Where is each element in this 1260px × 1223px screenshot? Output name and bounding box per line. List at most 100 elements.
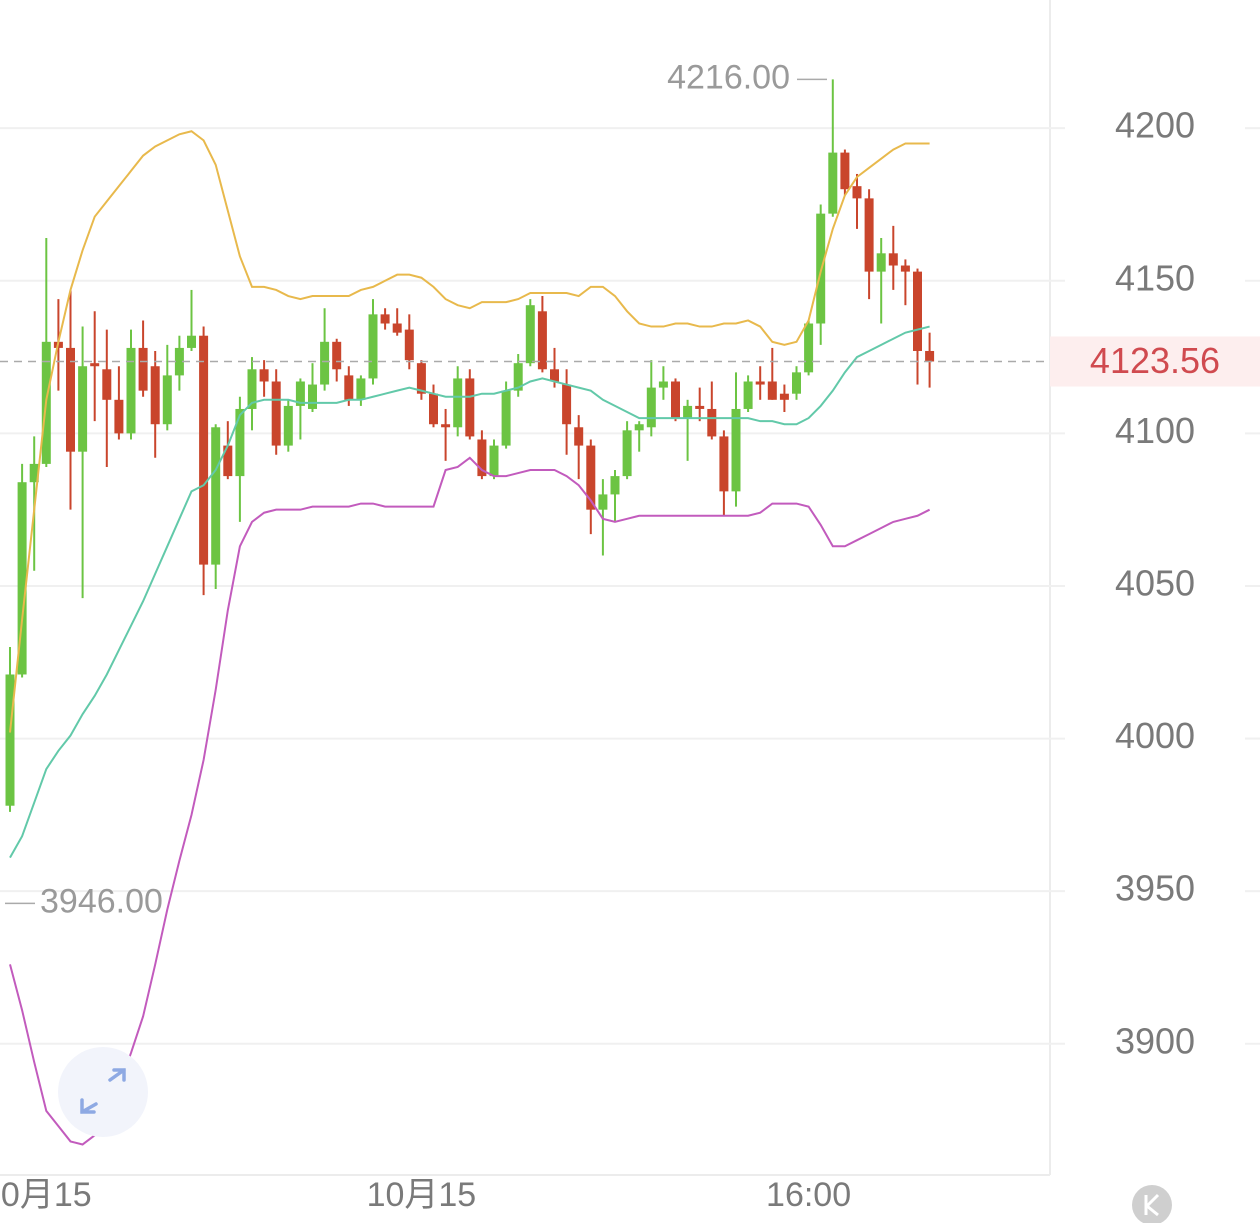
- candle-body: [429, 393, 438, 425]
- candle-body: [671, 381, 680, 419]
- candle-body: [537, 311, 547, 370]
- candle-body: [453, 378, 463, 428]
- candle-body: [332, 341, 342, 370]
- candle-body: [78, 366, 88, 452]
- candle-body: [17, 482, 27, 675]
- candle-body: [259, 369, 269, 382]
- candle-body: [441, 424, 451, 428]
- candle-body: [211, 427, 221, 565]
- band-line: [9, 456, 931, 1146]
- candle-body: [767, 381, 777, 400]
- candle-body: [247, 369, 257, 409]
- k-button-bg[interactable]: [1132, 1185, 1172, 1223]
- candle-body: [501, 390, 511, 446]
- zoom-icon[interactable]: [80, 1068, 126, 1114]
- candle-body: [646, 387, 656, 428]
- candle-body: [356, 378, 366, 400]
- candle-body: [5, 674, 15, 806]
- candle-body: [102, 369, 112, 400]
- y-tick-label: 4200: [1115, 105, 1195, 146]
- candle-body: [876, 253, 886, 272]
- x-tick-label: 10月15: [367, 1176, 477, 1214]
- candle-body: [235, 408, 245, 477]
- candle-body: [295, 381, 305, 406]
- x-tick-label: 0月15: [1, 1176, 92, 1214]
- candle-body: [368, 314, 378, 379]
- candle-body: [562, 384, 572, 425]
- candle-body: [888, 253, 898, 266]
- candle-body: [610, 476, 620, 495]
- zoom-button-bg[interactable]: [58, 1047, 148, 1137]
- y-tick-label: 4100: [1115, 410, 1195, 451]
- candle-body: [320, 341, 330, 385]
- y-tick-label: 4050: [1115, 562, 1195, 603]
- candle-body: [828, 152, 838, 214]
- candle-body: [187, 335, 196, 348]
- candle-body: [707, 408, 717, 437]
- candle-body: [513, 363, 523, 391]
- candle-body: [416, 363, 426, 394]
- candle-body: [574, 427, 584, 446]
- y-tick-label: 4150: [1115, 257, 1195, 298]
- candle-body: [223, 445, 233, 477]
- candle-body: [29, 463, 39, 483]
- candle-body: [695, 405, 705, 409]
- candle-body: [380, 314, 390, 324]
- candle-body: [755, 381, 765, 385]
- last-price-box: [1050, 336, 1260, 387]
- plot-area: [5, 79, 935, 1146]
- y-tick-label: 4000: [1115, 715, 1195, 756]
- candle-body: [852, 186, 862, 199]
- candle-body: [731, 408, 741, 492]
- candle-body: [66, 347, 75, 452]
- candle-body: [719, 436, 729, 492]
- candle-body: [150, 366, 160, 425]
- k-icon[interactable]: [1144, 1193, 1160, 1217]
- candle-body: [138, 347, 148, 391]
- candle-body: [900, 265, 910, 272]
- zoom-button[interactable]: [58, 1047, 148, 1137]
- candle-body: [743, 381, 753, 409]
- candle-body: [162, 375, 172, 425]
- candle-body: [465, 378, 475, 437]
- max-annotation-label: 4216.00: [667, 58, 790, 96]
- candle-body: [792, 372, 801, 394]
- candle-body: [840, 152, 850, 190]
- candle-body: [271, 381, 281, 446]
- candle-body: [550, 369, 559, 382]
- candle-body: [404, 329, 414, 361]
- candle-body: [489, 445, 499, 477]
- candle-body: [114, 399, 124, 434]
- candle-body: [683, 405, 693, 419]
- x-tick-label: 16:00: [766, 1176, 851, 1214]
- candle-body: [174, 347, 184, 376]
- candle-body: [622, 430, 632, 477]
- candle-body: [199, 335, 209, 565]
- candle-body: [477, 439, 487, 477]
- candle-body: [525, 305, 535, 364]
- candle-body: [586, 445, 596, 510]
- candle-body: [925, 350, 935, 362]
- last-price-label: 4123.56: [1090, 340, 1220, 381]
- y-tick-label: 3900: [1115, 1020, 1195, 1061]
- candle-body: [392, 323, 402, 333]
- y-tick-label: 3950: [1115, 868, 1195, 909]
- candle-body: [90, 363, 100, 367]
- k-button[interactable]: [1132, 1185, 1172, 1223]
- candle-body: [913, 271, 922, 351]
- band-line: [9, 130, 930, 733]
- candle-body: [864, 198, 874, 272]
- band-line: [9, 325, 930, 859]
- min-annotation-label: 3946.00: [40, 882, 163, 920]
- candle-body: [344, 375, 354, 400]
- candle-body: [308, 384, 317, 409]
- candle-body: [779, 393, 789, 400]
- candle-body: [283, 405, 293, 446]
- candle-body: [634, 424, 644, 431]
- candle-body: [658, 381, 668, 388]
- candle-body: [126, 347, 136, 434]
- candle-body: [598, 494, 608, 510]
- candle-body: [804, 323, 814, 373]
